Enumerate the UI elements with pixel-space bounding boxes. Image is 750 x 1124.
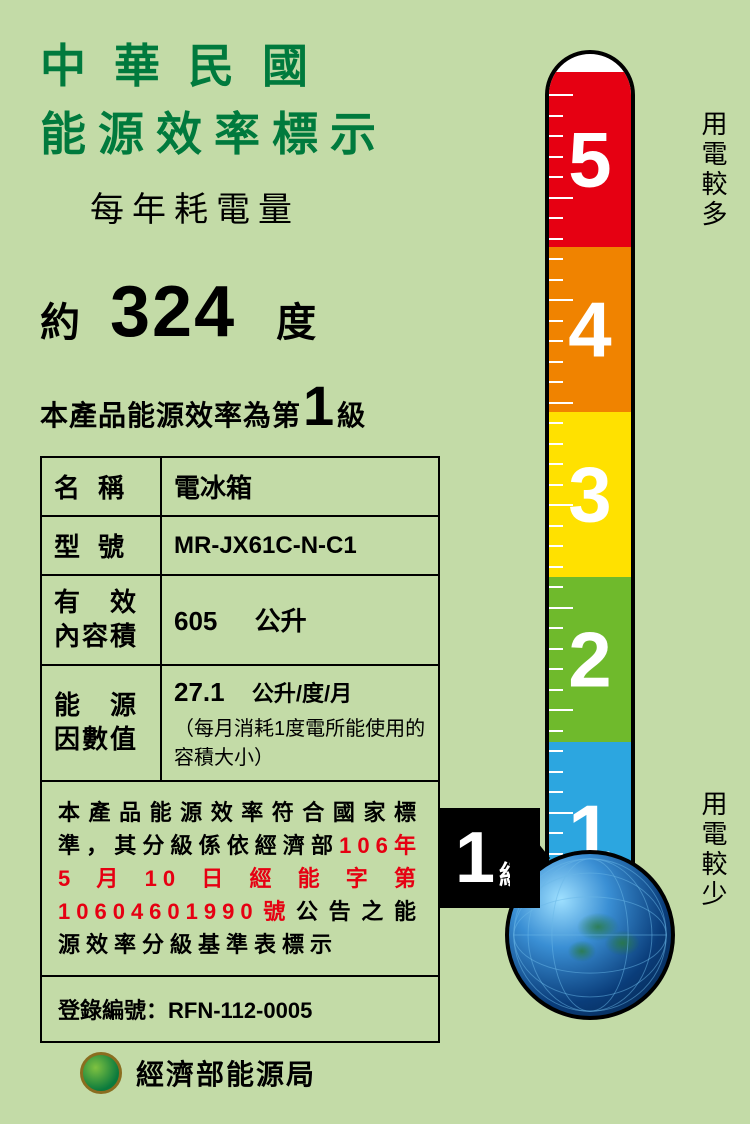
info-panel: 中華民國 能源效率標示 每年耗電量 約 324 度 本產品能源效率為第 1 級 … (40, 30, 440, 1043)
consumption-row: 約 324 度 (40, 271, 440, 353)
compliance-text: 本產品能源效率符合國家標準，其分級係依經濟部106年5月10日經能字第10604… (41, 781, 439, 976)
grade-suffix: 級 (337, 394, 366, 434)
approx-label: 約 (40, 290, 80, 348)
kwh-unit: 度 (276, 290, 316, 348)
spec-table: 名稱 電冰箱 型號 MR-JX61C-N-C1 有 效內容積 605 公升 能 … (40, 456, 440, 1043)
title-line-1: 中華民國 (40, 30, 440, 96)
spec-factor-label: 能 源因數值 (41, 665, 161, 781)
label-less-power: 用電較少 (702, 790, 732, 910)
spec-model-value: MR-JX61C-N-C1 (161, 516, 439, 575)
footer: 經濟部能源局 (80, 1052, 316, 1094)
pointer-number: 1 (455, 817, 495, 899)
spec-factor-value: 27.1 公升/度/月 （每月消耗1度電所能使用的容積大小） (161, 665, 439, 781)
kwh-value: 324 (110, 271, 236, 353)
annual-consumption-label: 每年耗電量 (90, 182, 440, 231)
thermometer-tube: 5 4 3 2 1 (545, 50, 635, 920)
thermometer-ticks (545, 94, 573, 914)
spec-model-label: 型號 (41, 516, 161, 575)
agency-logo-icon (80, 1052, 122, 1094)
agency-name: 經濟部能源局 (136, 1053, 316, 1093)
pointer-arrow-icon (510, 808, 550, 908)
spec-name-value: 電冰箱 (161, 457, 439, 516)
registration-row: 登錄編號：RFN-112-0005 (41, 976, 439, 1042)
grade-prefix: 本產品能源效率為第 (40, 394, 301, 434)
grade-statement: 本產品能源效率為第 1 級 (40, 373, 440, 438)
spec-volume-value: 605 公升 (161, 575, 439, 665)
spec-name-label: 名稱 (41, 457, 161, 516)
grade-number: 1 (303, 373, 335, 438)
spec-volume-label: 有 效內容積 (41, 575, 161, 665)
title-line-2: 能源效率標示 (40, 98, 440, 164)
label-more-power: 用電較多 (702, 110, 732, 230)
grade-pointer: 1 級 (410, 808, 540, 908)
